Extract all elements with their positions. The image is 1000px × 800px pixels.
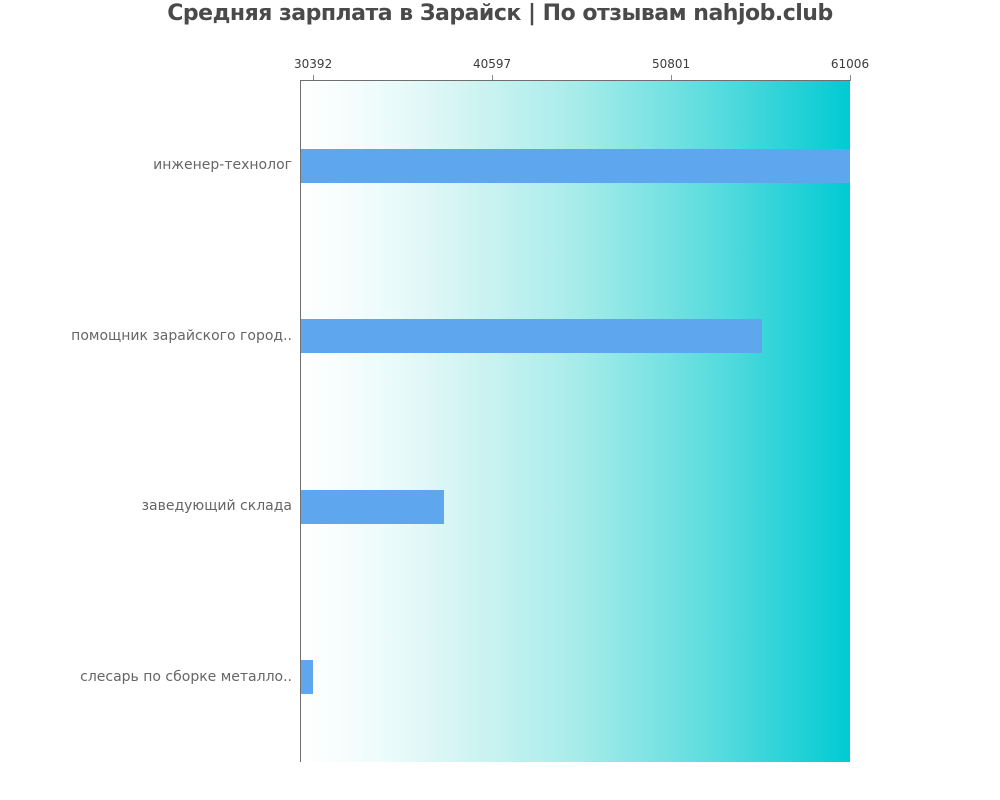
x-tick-label: 61006: [830, 57, 870, 71]
category-label: инженер-технолог: [153, 157, 292, 174]
bar: [301, 149, 850, 184]
category-label-row: заведующий склада: [0, 421, 292, 592]
x-tick-mark: [671, 75, 673, 81]
x-tick-label: 30392: [294, 57, 333, 71]
x-tick-mark: [850, 75, 851, 81]
category-label-row: слесарь по сборке металло..: [0, 592, 292, 763]
category-label: помощник зарайского город..: [71, 327, 292, 344]
x-tick-label: 50801: [651, 57, 691, 71]
x-axis: 30392 40597 50801 61006: [294, 57, 869, 81]
bar: [301, 319, 763, 354]
bar: [301, 659, 314, 694]
bar-row: [301, 422, 850, 592]
y-axis-labels: инженер-технолог помощник зарайского горо…: [0, 80, 292, 762]
x-tick-mark: [313, 75, 315, 81]
bar: [301, 489, 444, 524]
x-tick-label: 40597: [473, 57, 512, 71]
bar-row: [301, 81, 850, 251]
plot-area: [300, 80, 850, 762]
bar-row: [301, 592, 850, 762]
category-label: слесарь по сборке металло..: [80, 668, 292, 685]
bar-row: [301, 251, 850, 421]
category-label-row: помощник зарайского город..: [0, 251, 292, 422]
category-label: заведующий склада: [141, 498, 292, 515]
category-label-row: инженер-технолог: [0, 80, 292, 251]
chart-title: Средняя зарплата в Зарайск | По отзывам …: [167, 1, 833, 26]
x-tick-mark: [492, 75, 494, 81]
